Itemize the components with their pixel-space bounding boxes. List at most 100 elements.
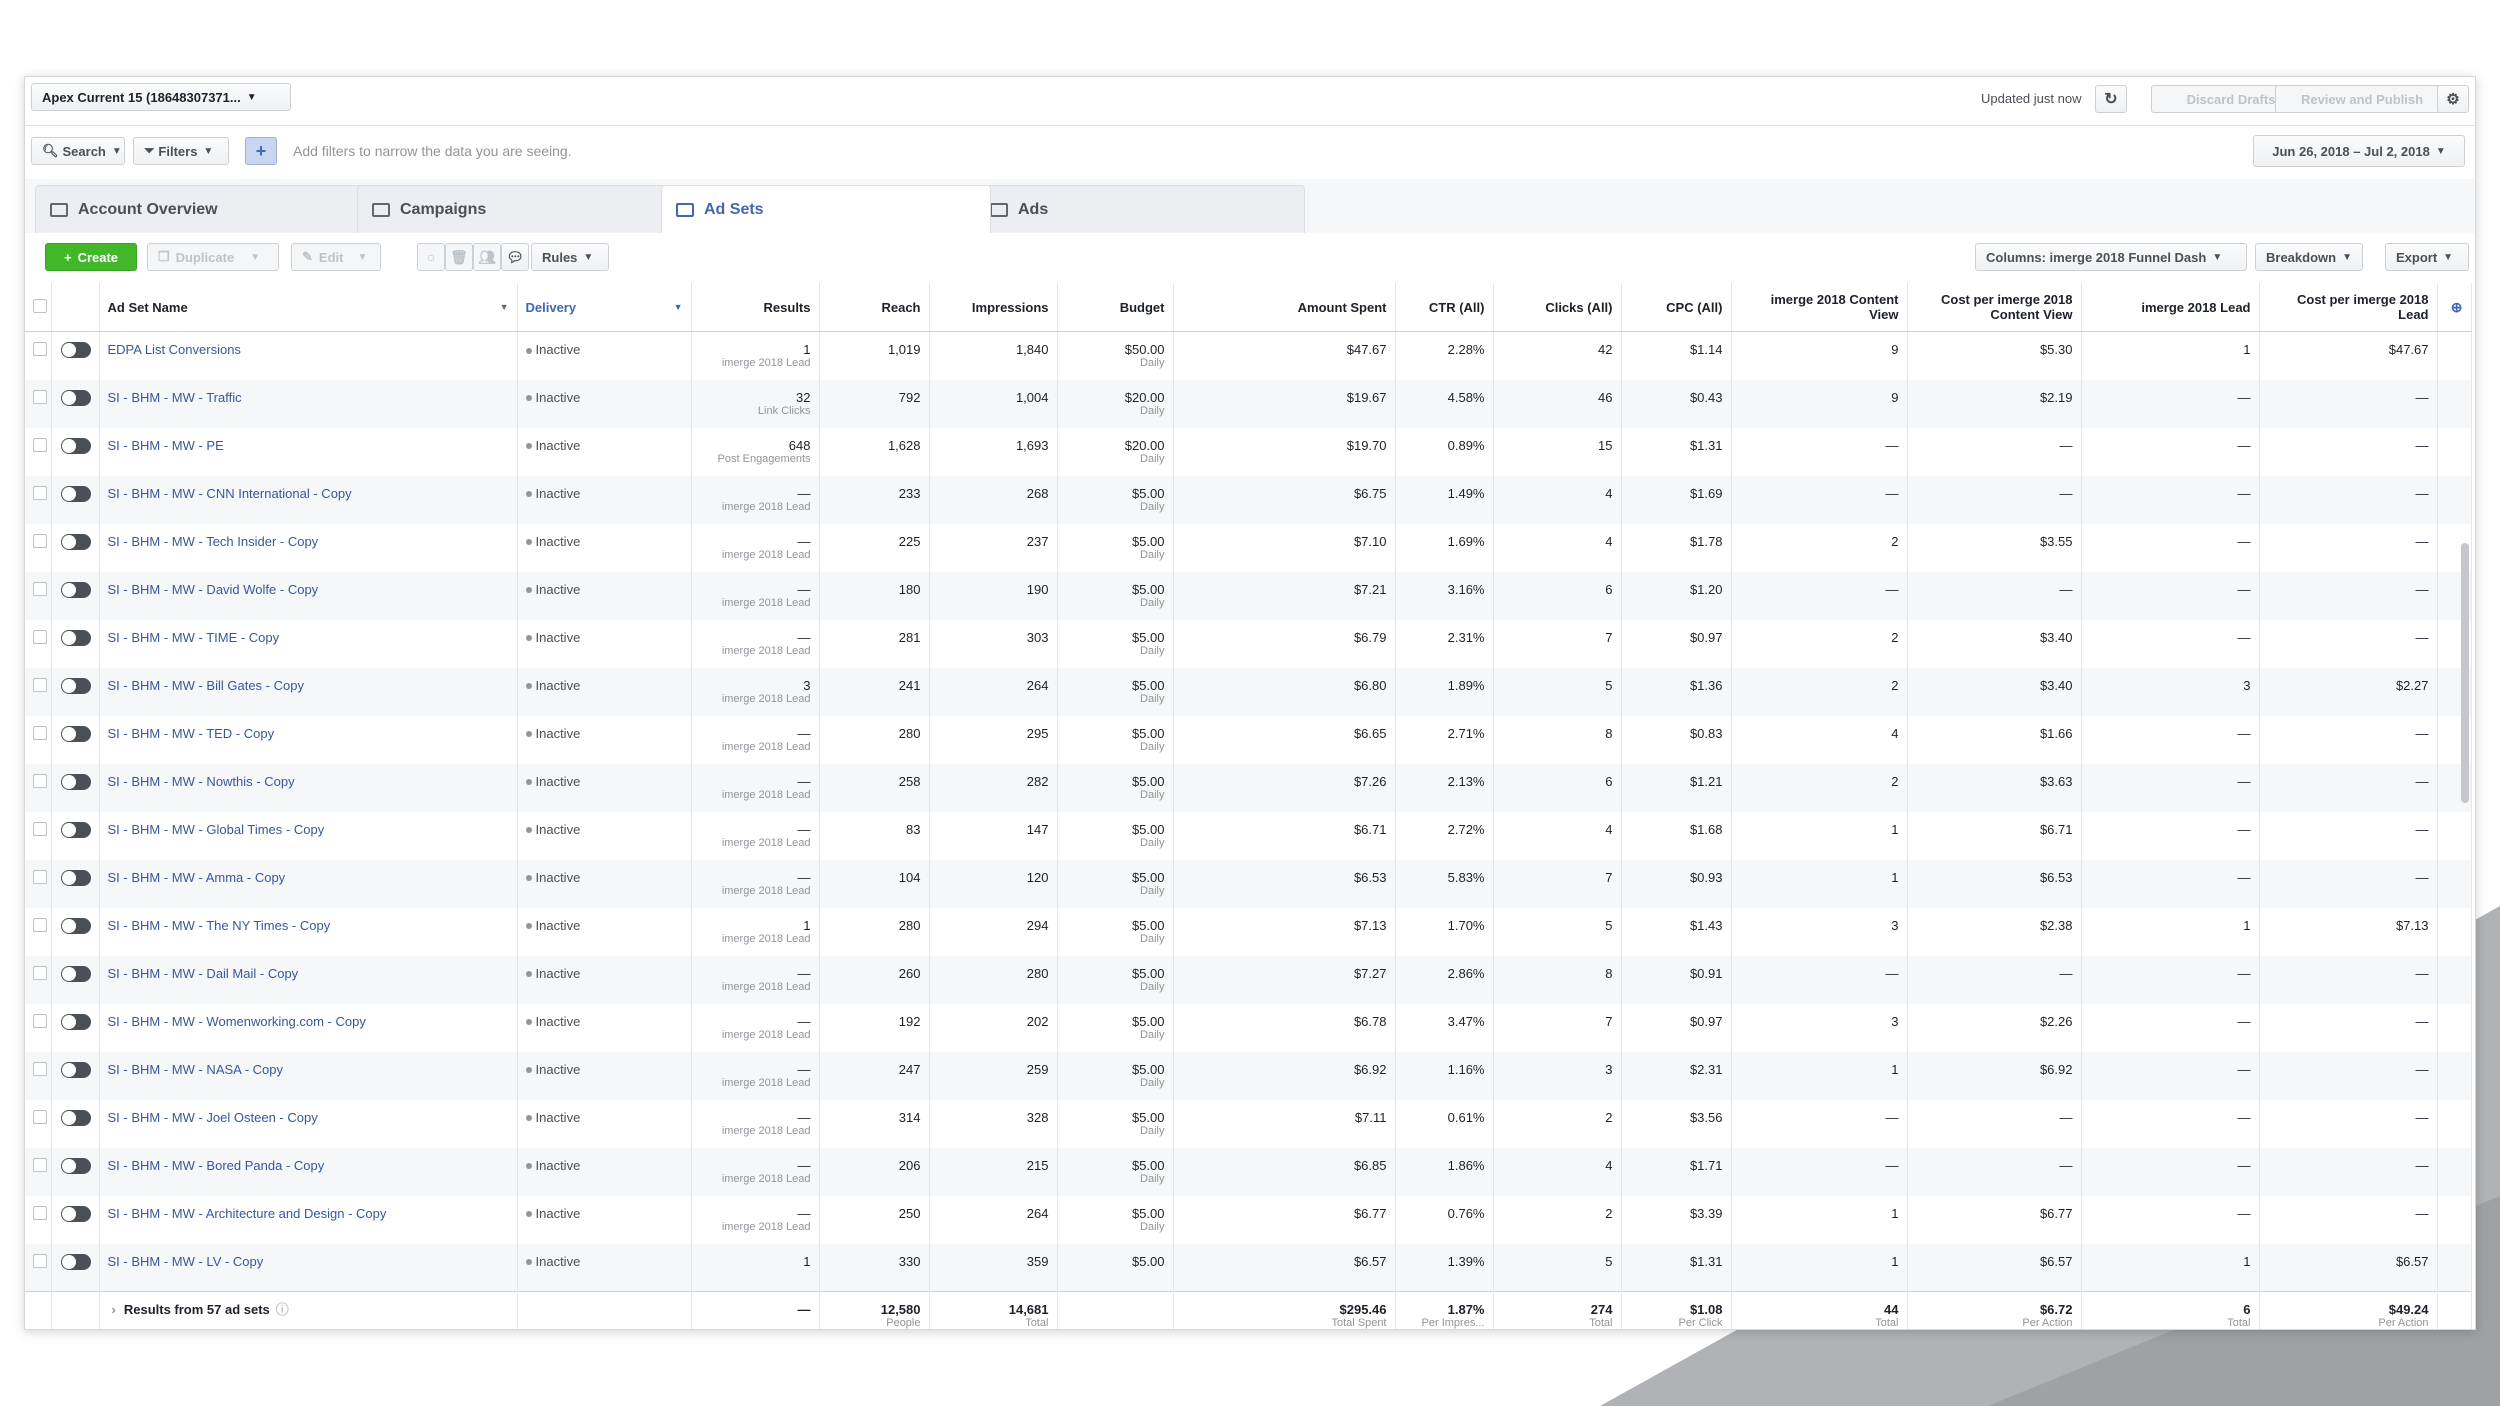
- row-checkbox-cell[interactable]: [25, 331, 52, 380]
- col-cpc[interactable]: CPC (All): [1621, 283, 1732, 332]
- ad-set-name-link[interactable]: SI - BHM - MW - Womenworking.com - Copy: [107, 1013, 366, 1029]
- col-delivery[interactable]: Delivery ▼: [517, 283, 692, 332]
- col-results[interactable]: Results: [691, 283, 820, 332]
- table-row[interactable]: SI - BHM - MW - Architecture and Design …: [25, 1195, 2472, 1244]
- col-cost-lead[interactable]: Cost per imerge 2018 Lead: [2259, 283, 2438, 332]
- row-toggle-cell[interactable]: [51, 1099, 100, 1148]
- checkbox[interactable]: [33, 917, 47, 932]
- ad-set-name-link[interactable]: SI - BHM - MW - Amma - Copy: [107, 869, 286, 885]
- ad-set-name-cell[interactable]: SI - BHM - MW - Womenworking.com - Copy: [99, 1003, 518, 1052]
- ad-set-name-link[interactable]: SI - BHM - MW - The NY Times - Copy: [107, 917, 331, 933]
- checkbox[interactable]: [33, 437, 47, 452]
- table-row[interactable]: SI - BHM - MW - Joel Osteen - Copy Inacti…: [25, 1099, 2472, 1148]
- table-row[interactable]: SI - BHM - MW - Womenworking.com - Copy I…: [25, 1003, 2472, 1052]
- col-amount-spent[interactable]: Amount Spent: [1173, 283, 1396, 332]
- ad-set-name-cell[interactable]: SI - BHM - MW - CNN International - Copy: [99, 475, 518, 524]
- table-row[interactable]: SI - BHM - MW - Bored Panda - Copy Inacti…: [25, 1147, 2472, 1196]
- row-toggle-cell[interactable]: [51, 1003, 100, 1052]
- ad-set-name-cell[interactable]: SI - BHM - MW - Tech Insider - Copy: [99, 523, 518, 572]
- col-budget[interactable]: Budget: [1057, 283, 1174, 332]
- ad-set-name-link[interactable]: SI - BHM - MW - Bored Panda - Copy: [107, 1157, 325, 1173]
- ad-set-name-link[interactable]: SI - BHM - MW - Traffic: [107, 389, 242, 405]
- checkbox[interactable]: [33, 533, 47, 548]
- ad-set-name-cell[interactable]: SI - BHM - MW - Architecture and Design …: [99, 1195, 518, 1244]
- ad-set-name-cell[interactable]: SI - BHM - MW - Dail Mail - Copy: [99, 955, 518, 1004]
- create-button[interactable]: + Create: [45, 243, 137, 271]
- table-row[interactable]: SI - BHM - MW - Dail Mail - Copy Inactive…: [25, 955, 2472, 1004]
- checkbox[interactable]: [33, 1253, 47, 1268]
- ad-set-name-cell[interactable]: SI - BHM - MW - Traffic: [99, 379, 518, 428]
- row-checkbox-cell[interactable]: [25, 1099, 52, 1148]
- row-toggle-cell[interactable]: [51, 811, 100, 860]
- row-toggle-cell[interactable]: [51, 331, 100, 380]
- refresh-button[interactable]: ↻: [2095, 85, 2127, 113]
- row-checkbox-cell[interactable]: [25, 763, 52, 812]
- table-row[interactable]: SI - BHM - MW - LV - Copy Inactive 1 330 359…: [25, 1243, 2472, 1292]
- table-row[interactable]: SI - BHM - MW - David Wolfe - Copy Inacti…: [25, 571, 2472, 620]
- row-toggle-cell[interactable]: [51, 955, 100, 1004]
- search-button[interactable]: 🔍︎ Search ▼: [31, 137, 125, 165]
- ad-set-name-link[interactable]: SI - BHM - MW - Dail Mail - Copy: [107, 965, 299, 981]
- row-toggle-cell[interactable]: [51, 763, 100, 812]
- on-off-toggle[interactable]: [60, 629, 91, 646]
- on-off-toggle[interactable]: [60, 437, 91, 454]
- ad-set-name-cell[interactable]: SI - BHM - MW - Global Times - Copy: [99, 811, 518, 860]
- row-toggle-cell[interactable]: [51, 475, 100, 524]
- ad-set-name-cell[interactable]: SI - BHM - MW - Bill Gates - Copy: [99, 667, 518, 716]
- row-toggle-cell[interactable]: [51, 619, 100, 668]
- delete-button[interactable]: 🗑︎: [445, 243, 473, 271]
- on-off-toggle[interactable]: [60, 677, 91, 694]
- col-content-view[interactable]: imerge 2018 Content View: [1731, 283, 1908, 332]
- row-checkbox-cell[interactable]: [25, 1195, 52, 1244]
- tab-ad-sets[interactable]: Ad Sets: [661, 185, 991, 234]
- on-off-toggle[interactable]: [60, 342, 91, 358]
- checkbox[interactable]: [33, 1109, 47, 1124]
- settings-button[interactable]: ⚙: [2437, 85, 2469, 113]
- review-publish-button[interactable]: Review and Publish: [2275, 85, 2449, 113]
- col-reach[interactable]: Reach: [819, 283, 930, 332]
- table-row[interactable]: SI - BHM - MW - TIME - Copy Inactive — imer…: [25, 619, 2472, 668]
- col-lead[interactable]: imerge 2018 Lead: [2081, 283, 2260, 332]
- row-toggle-cell[interactable]: [51, 427, 100, 476]
- row-checkbox-cell[interactable]: [25, 667, 52, 716]
- checkbox[interactable]: [33, 1205, 47, 1220]
- table-row[interactable]: SI - BHM - MW - The NY Times - Copy Inact…: [25, 907, 2472, 956]
- row-checkbox-cell[interactable]: [25, 523, 52, 572]
- duplicate-button[interactable]: ❐ Duplicate ▼: [147, 243, 279, 271]
- table-row[interactable]: SI - BHM - MW - Nowthis - Copy Inactive — i…: [25, 763, 2472, 812]
- row-toggle-cell[interactable]: [51, 1243, 100, 1292]
- row-checkbox-cell[interactable]: [25, 907, 52, 956]
- row-toggle-cell[interactable]: [51, 1195, 100, 1244]
- table-row[interactable]: SI - BHM - MW - PE Inactive 648 Post Engage…: [25, 427, 2472, 476]
- checkbox[interactable]: [33, 677, 47, 692]
- on-off-toggle[interactable]: [60, 1109, 91, 1126]
- col-cost-content-view[interactable]: Cost per imerge 2018 Content View: [1907, 283, 2082, 332]
- table-row[interactable]: SI - BHM - MW - NASA - Copy Inactive — imer…: [25, 1051, 2472, 1100]
- checkbox[interactable]: [33, 869, 47, 884]
- checkbox[interactable]: [33, 725, 47, 740]
- on-off-toggle[interactable]: [60, 725, 91, 742]
- row-toggle-cell[interactable]: [51, 715, 100, 764]
- audience-button[interactable]: 👥︎: [473, 243, 501, 271]
- checkbox[interactable]: [33, 485, 47, 500]
- on-off-toggle[interactable]: [60, 581, 91, 598]
- col-clicks[interactable]: Clicks (All): [1493, 283, 1622, 332]
- export-button[interactable]: Export ▼: [2385, 243, 2469, 271]
- ad-set-name-link[interactable]: SI - BHM - MW - TIME - Copy: [107, 629, 280, 645]
- ad-set-name-cell[interactable]: SI - BHM - MW - TED - Copy: [99, 715, 518, 764]
- table-row[interactable]: SI - BHM - MW - Global Times - Copy Inact…: [25, 811, 2472, 860]
- table-row[interactable]: SI - BHM - MW - TED - Copy Inactive — imerg…: [25, 715, 2472, 764]
- table-row[interactable]: EDPA List Conversions Inactive 1 imerge 201…: [25, 331, 2472, 380]
- row-checkbox-cell[interactable]: [25, 475, 52, 524]
- breakdown-button[interactable]: Breakdown ▼: [2255, 243, 2363, 271]
- on-off-toggle[interactable]: [60, 1205, 91, 1222]
- ad-set-name-link[interactable]: SI - BHM - MW - NASA - Copy: [107, 1061, 284, 1077]
- ad-set-name-link[interactable]: SI - BHM - MW - Architecture and Design …: [107, 1205, 387, 1221]
- edit-button[interactable]: ✎ Edit ▼: [291, 243, 381, 271]
- checkbox[interactable]: [33, 1157, 47, 1172]
- row-toggle-cell[interactable]: [51, 667, 100, 716]
- row-checkbox-cell[interactable]: [25, 427, 52, 476]
- ad-set-name-link[interactable]: EDPA List Conversions: [107, 342, 241, 357]
- row-toggle-cell[interactable]: [51, 907, 100, 956]
- add-filter-button[interactable]: +: [245, 137, 277, 165]
